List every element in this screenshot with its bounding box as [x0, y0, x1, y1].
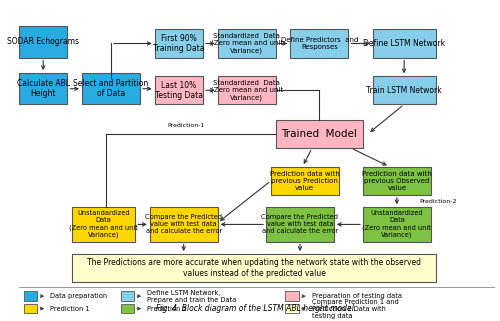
Text: Define Predictors  and
Responses: Define Predictors and Responses: [280, 37, 358, 50]
Text: First 90%
Training Data: First 90% Training Data: [153, 34, 204, 53]
Text: Select and Partition
of Data: Select and Partition of Data: [74, 79, 148, 99]
Text: The Predictions are more accurate when updating the network state with the obser: The Predictions are more accurate when u…: [87, 258, 421, 278]
Text: Last 10%
Testing Data: Last 10% Testing Data: [155, 81, 203, 100]
Text: Prediction-2: Prediction-2: [420, 199, 457, 204]
Text: Standardized  Data
(Zero mean and unit
Variance): Standardized Data (Zero mean and unit Va…: [210, 33, 283, 54]
FancyBboxPatch shape: [266, 207, 334, 242]
FancyBboxPatch shape: [72, 254, 436, 282]
FancyBboxPatch shape: [363, 167, 431, 195]
FancyBboxPatch shape: [276, 120, 363, 148]
Text: Compare the Predicted
value with test data
and calculate the error: Compare the Predicted value with test da…: [145, 214, 222, 234]
FancyBboxPatch shape: [154, 30, 203, 57]
FancyBboxPatch shape: [82, 73, 140, 104]
Text: Unstandardized
Data
(Zero mean and unit
Variance): Unstandardized Data (Zero mean and unit …: [70, 211, 138, 239]
Text: Fig. 4. Block diagram of the LSTM ABL height model.: Fig. 4. Block diagram of the LSTM ABL he…: [156, 304, 356, 313]
FancyBboxPatch shape: [372, 30, 436, 57]
FancyBboxPatch shape: [372, 76, 436, 104]
Text: Prediction data with
previous Prediction
value: Prediction data with previous Prediction…: [270, 171, 340, 191]
Text: Prediction data with
previous Observed
value: Prediction data with previous Observed v…: [362, 171, 432, 191]
FancyBboxPatch shape: [290, 30, 348, 57]
Text: Trained  Model: Trained Model: [282, 129, 358, 139]
Text: Define LSTM Network: Define LSTM Network: [363, 39, 445, 48]
Text: Data preparation: Data preparation: [50, 293, 108, 299]
Bar: [24, 304, 38, 313]
FancyBboxPatch shape: [19, 73, 68, 104]
Bar: [286, 291, 299, 301]
FancyBboxPatch shape: [218, 30, 276, 57]
FancyBboxPatch shape: [218, 76, 276, 104]
FancyBboxPatch shape: [72, 207, 136, 242]
Bar: [24, 291, 38, 301]
Text: Prediction-1: Prediction-1: [168, 123, 205, 128]
Text: Standardized  Data
(Zero mean and unit
Variance): Standardized Data (Zero mean and unit Va…: [210, 80, 283, 101]
FancyBboxPatch shape: [154, 76, 203, 104]
FancyBboxPatch shape: [19, 26, 68, 57]
Text: Compare the Predicted
value with test data
and calculate the error: Compare the Predicted value with test da…: [262, 214, 338, 234]
FancyBboxPatch shape: [271, 167, 338, 195]
Text: Define LSTM Network,
Prepare and train the Data: Define LSTM Network, Prepare and train t…: [148, 290, 236, 303]
Text: Unstandardized
Data
(Zero mean and unit
Variance): Unstandardized Data (Zero mean and unit …: [362, 211, 432, 239]
Text: SODAR Echograms: SODAR Echograms: [7, 38, 79, 47]
Text: Calculate ABL
Height: Calculate ABL Height: [16, 79, 70, 99]
Text: Compare Prediction 1 and
Prediction 2 Data with
testing data: Compare Prediction 1 and Prediction 2 Da…: [312, 299, 399, 319]
FancyBboxPatch shape: [363, 207, 431, 242]
Text: Prediction 1: Prediction 1: [50, 306, 90, 312]
Text: Prediction 2: Prediction 2: [148, 306, 187, 312]
Bar: [120, 291, 134, 301]
Bar: [120, 304, 134, 313]
Bar: [286, 304, 299, 313]
Text: Preparation of testing data: Preparation of testing data: [312, 293, 402, 299]
FancyBboxPatch shape: [150, 207, 218, 242]
Text: Train LSTM Network: Train LSTM Network: [366, 86, 442, 95]
